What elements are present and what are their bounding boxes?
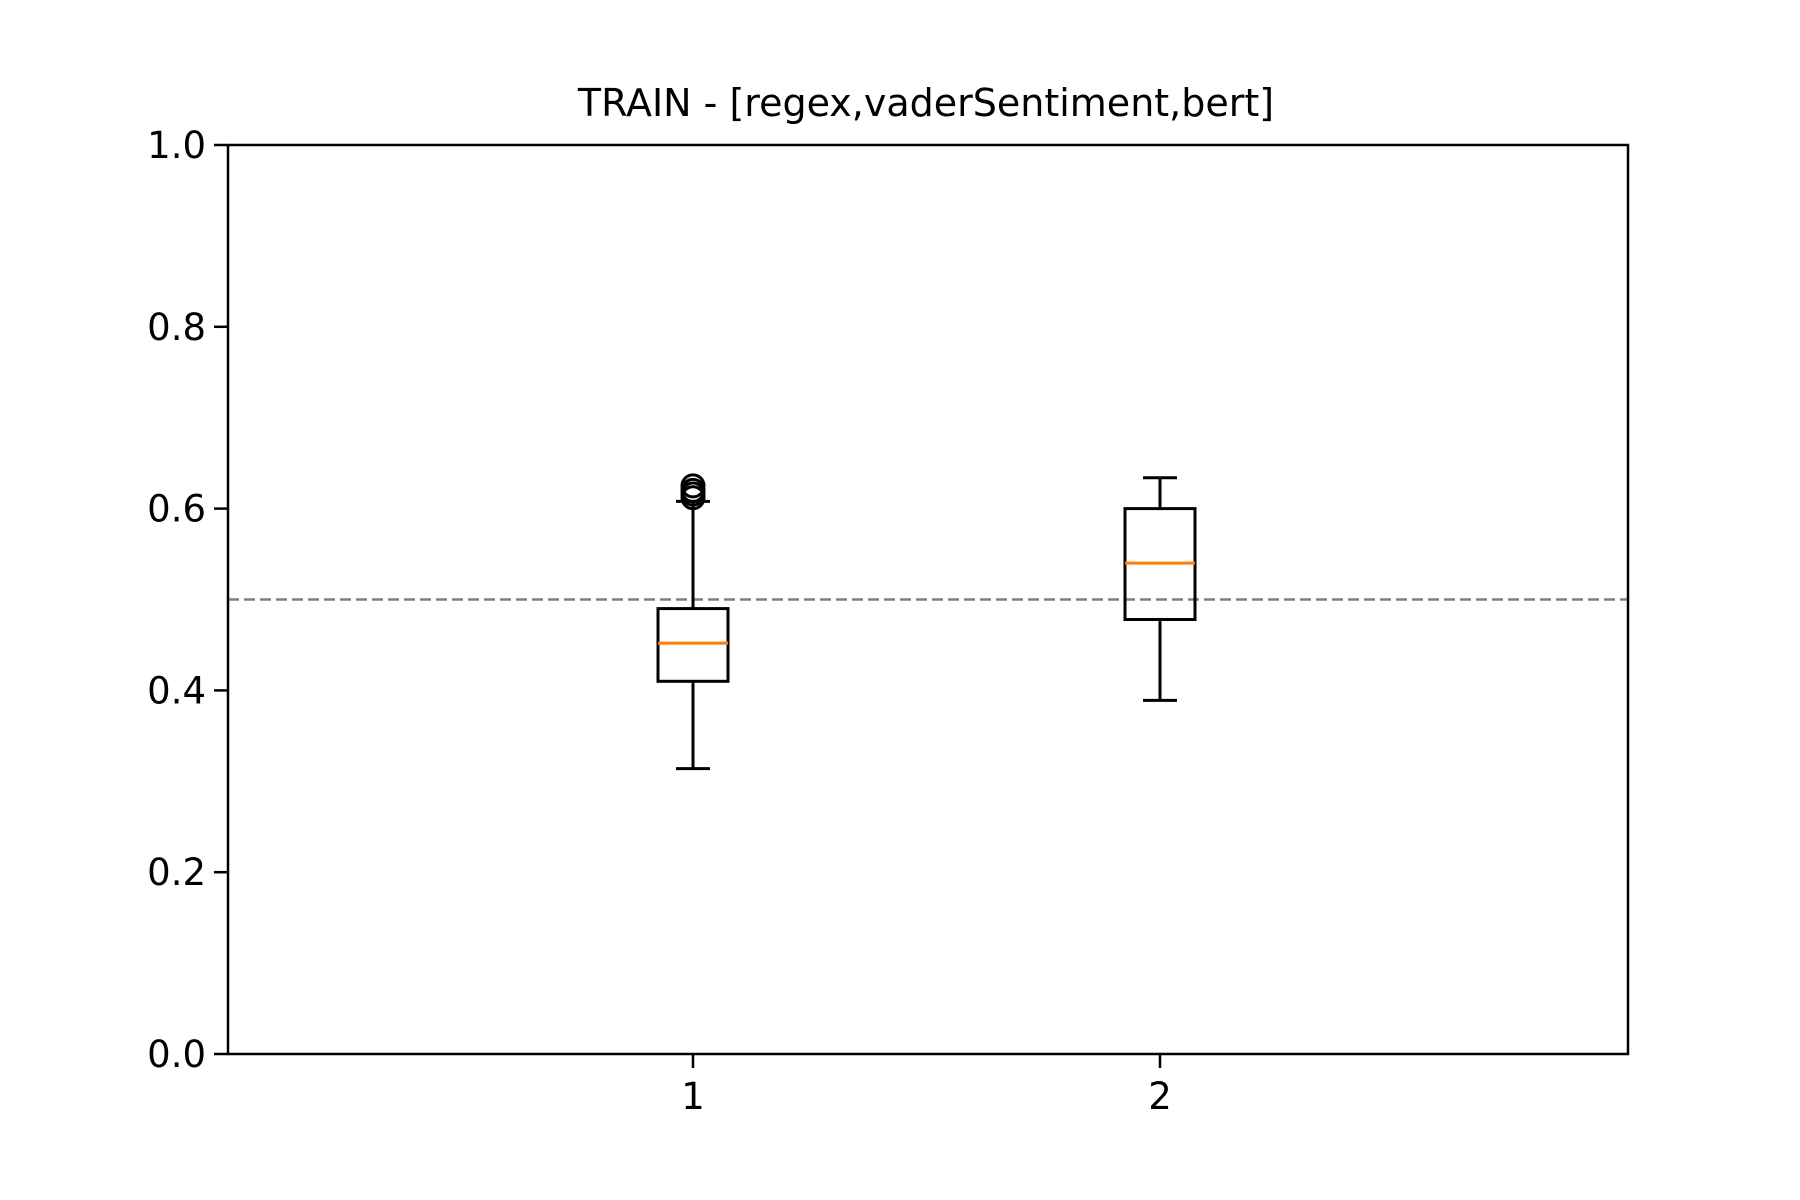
x-tick-label: 2: [1148, 1075, 1172, 1118]
y-tick-label: 0.2: [147, 851, 206, 894]
y-tick-label: 0.0: [147, 1033, 206, 1076]
chart-title: TRAIN - [regex,vaderSentiment,bert]: [577, 81, 1274, 125]
y-tick-label: 0.4: [147, 669, 206, 712]
outlier-1-3: [680, 473, 706, 499]
y-tick-label: 0.6: [147, 488, 206, 531]
plot-area: 0.0 0.2 0.4 0.6 0.8 1.0 1 2: [147, 124, 1630, 1118]
y-tick-label: 1.0: [147, 124, 206, 167]
x-tick-label: 1: [681, 1075, 705, 1118]
box-1: [656, 607, 730, 683]
axes-frame: [226, 143, 1630, 1056]
y-tick-label: 0.8: [147, 306, 206, 349]
